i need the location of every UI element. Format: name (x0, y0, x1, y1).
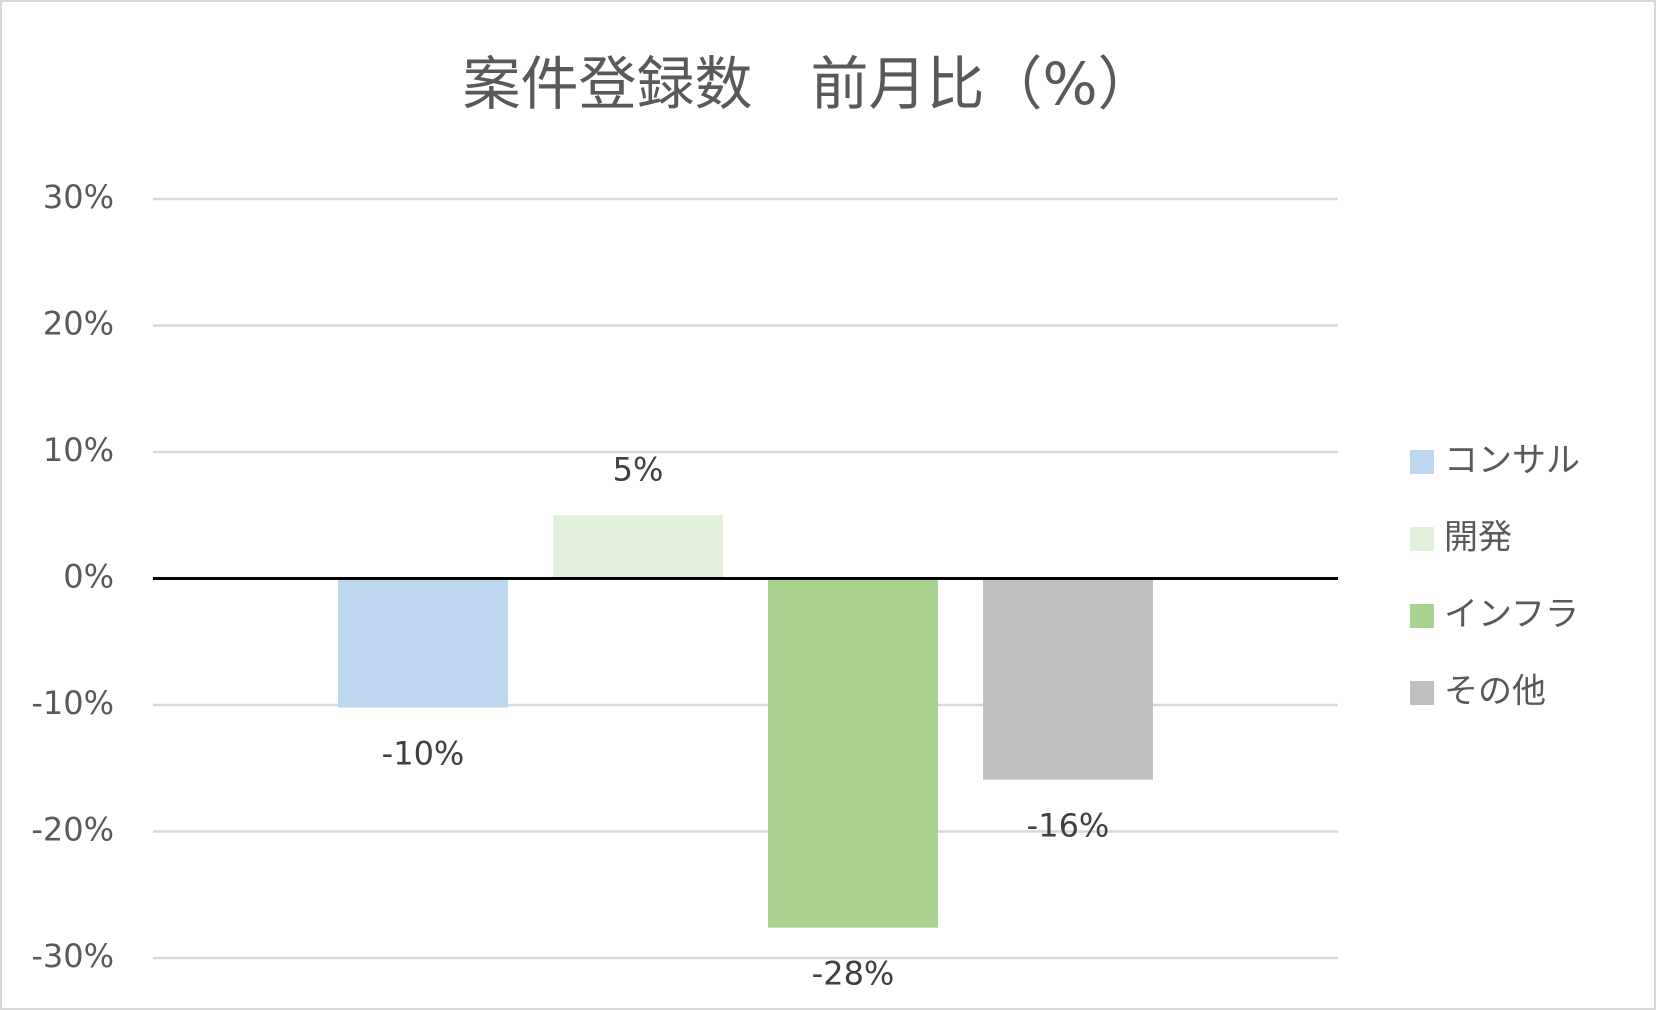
y-tick-label: 20% (43, 305, 114, 343)
legend-label: インフラ (1444, 595, 1579, 635)
data-label: -16% (1027, 807, 1110, 845)
legend-swatch (1410, 450, 1434, 474)
chart-title: 案件登録数 前月比（%） (462, 50, 1155, 118)
legend-label: その他 (1444, 672, 1546, 712)
bar (983, 578, 1153, 780)
bar (553, 515, 723, 579)
data-label: -28% (812, 955, 895, 993)
y-tick-label: -10% (31, 684, 114, 722)
y-tick-label: 0% (63, 558, 114, 596)
legend-swatch (1410, 604, 1434, 628)
legend-swatch (1410, 527, 1434, 551)
y-tick-label: 10% (43, 431, 114, 469)
bar (338, 578, 508, 708)
data-label: -10% (382, 735, 465, 773)
bar (768, 578, 938, 928)
y-tick-label: -30% (31, 937, 114, 975)
legend-label: コンサル (1444, 441, 1580, 481)
legend-swatch (1410, 681, 1434, 705)
legend-label: 開発 (1444, 518, 1512, 558)
y-tick-label: -20% (31, 811, 114, 849)
y-tick-label: 30% (43, 178, 114, 216)
data-label: 5% (613, 450, 664, 488)
